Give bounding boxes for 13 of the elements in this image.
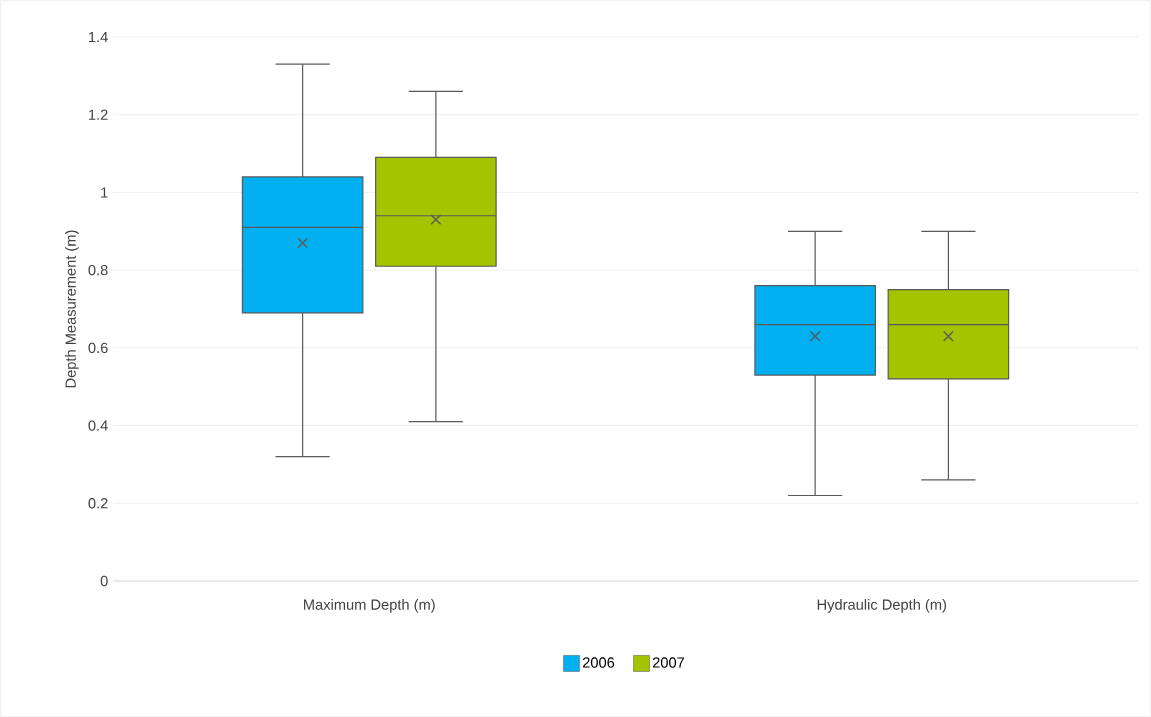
y-tick-label: 0.2 (88, 498, 108, 509)
x-tick-label: Hydraulic Depth (m) (817, 599, 947, 613)
legend-label: 2007 (652, 657, 685, 668)
y-tick-label: 0.8 (88, 264, 108, 276)
y-tick-label: 1.2 (89, 109, 108, 120)
y-tick-label: 0 (100, 575, 108, 587)
y-tick-label: 1.4 (89, 31, 108, 43)
y-tick-label: 1 (101, 187, 108, 198)
y-tick-label: 0.4 (88, 420, 108, 431)
x-tick-label: Maximum Depth (m) (304, 599, 435, 613)
y-axis-title: Depth Measurement (m) (65, 230, 79, 388)
y-tick-label: 0.6 (88, 342, 108, 354)
legend-label: 2006 (582, 657, 615, 668)
